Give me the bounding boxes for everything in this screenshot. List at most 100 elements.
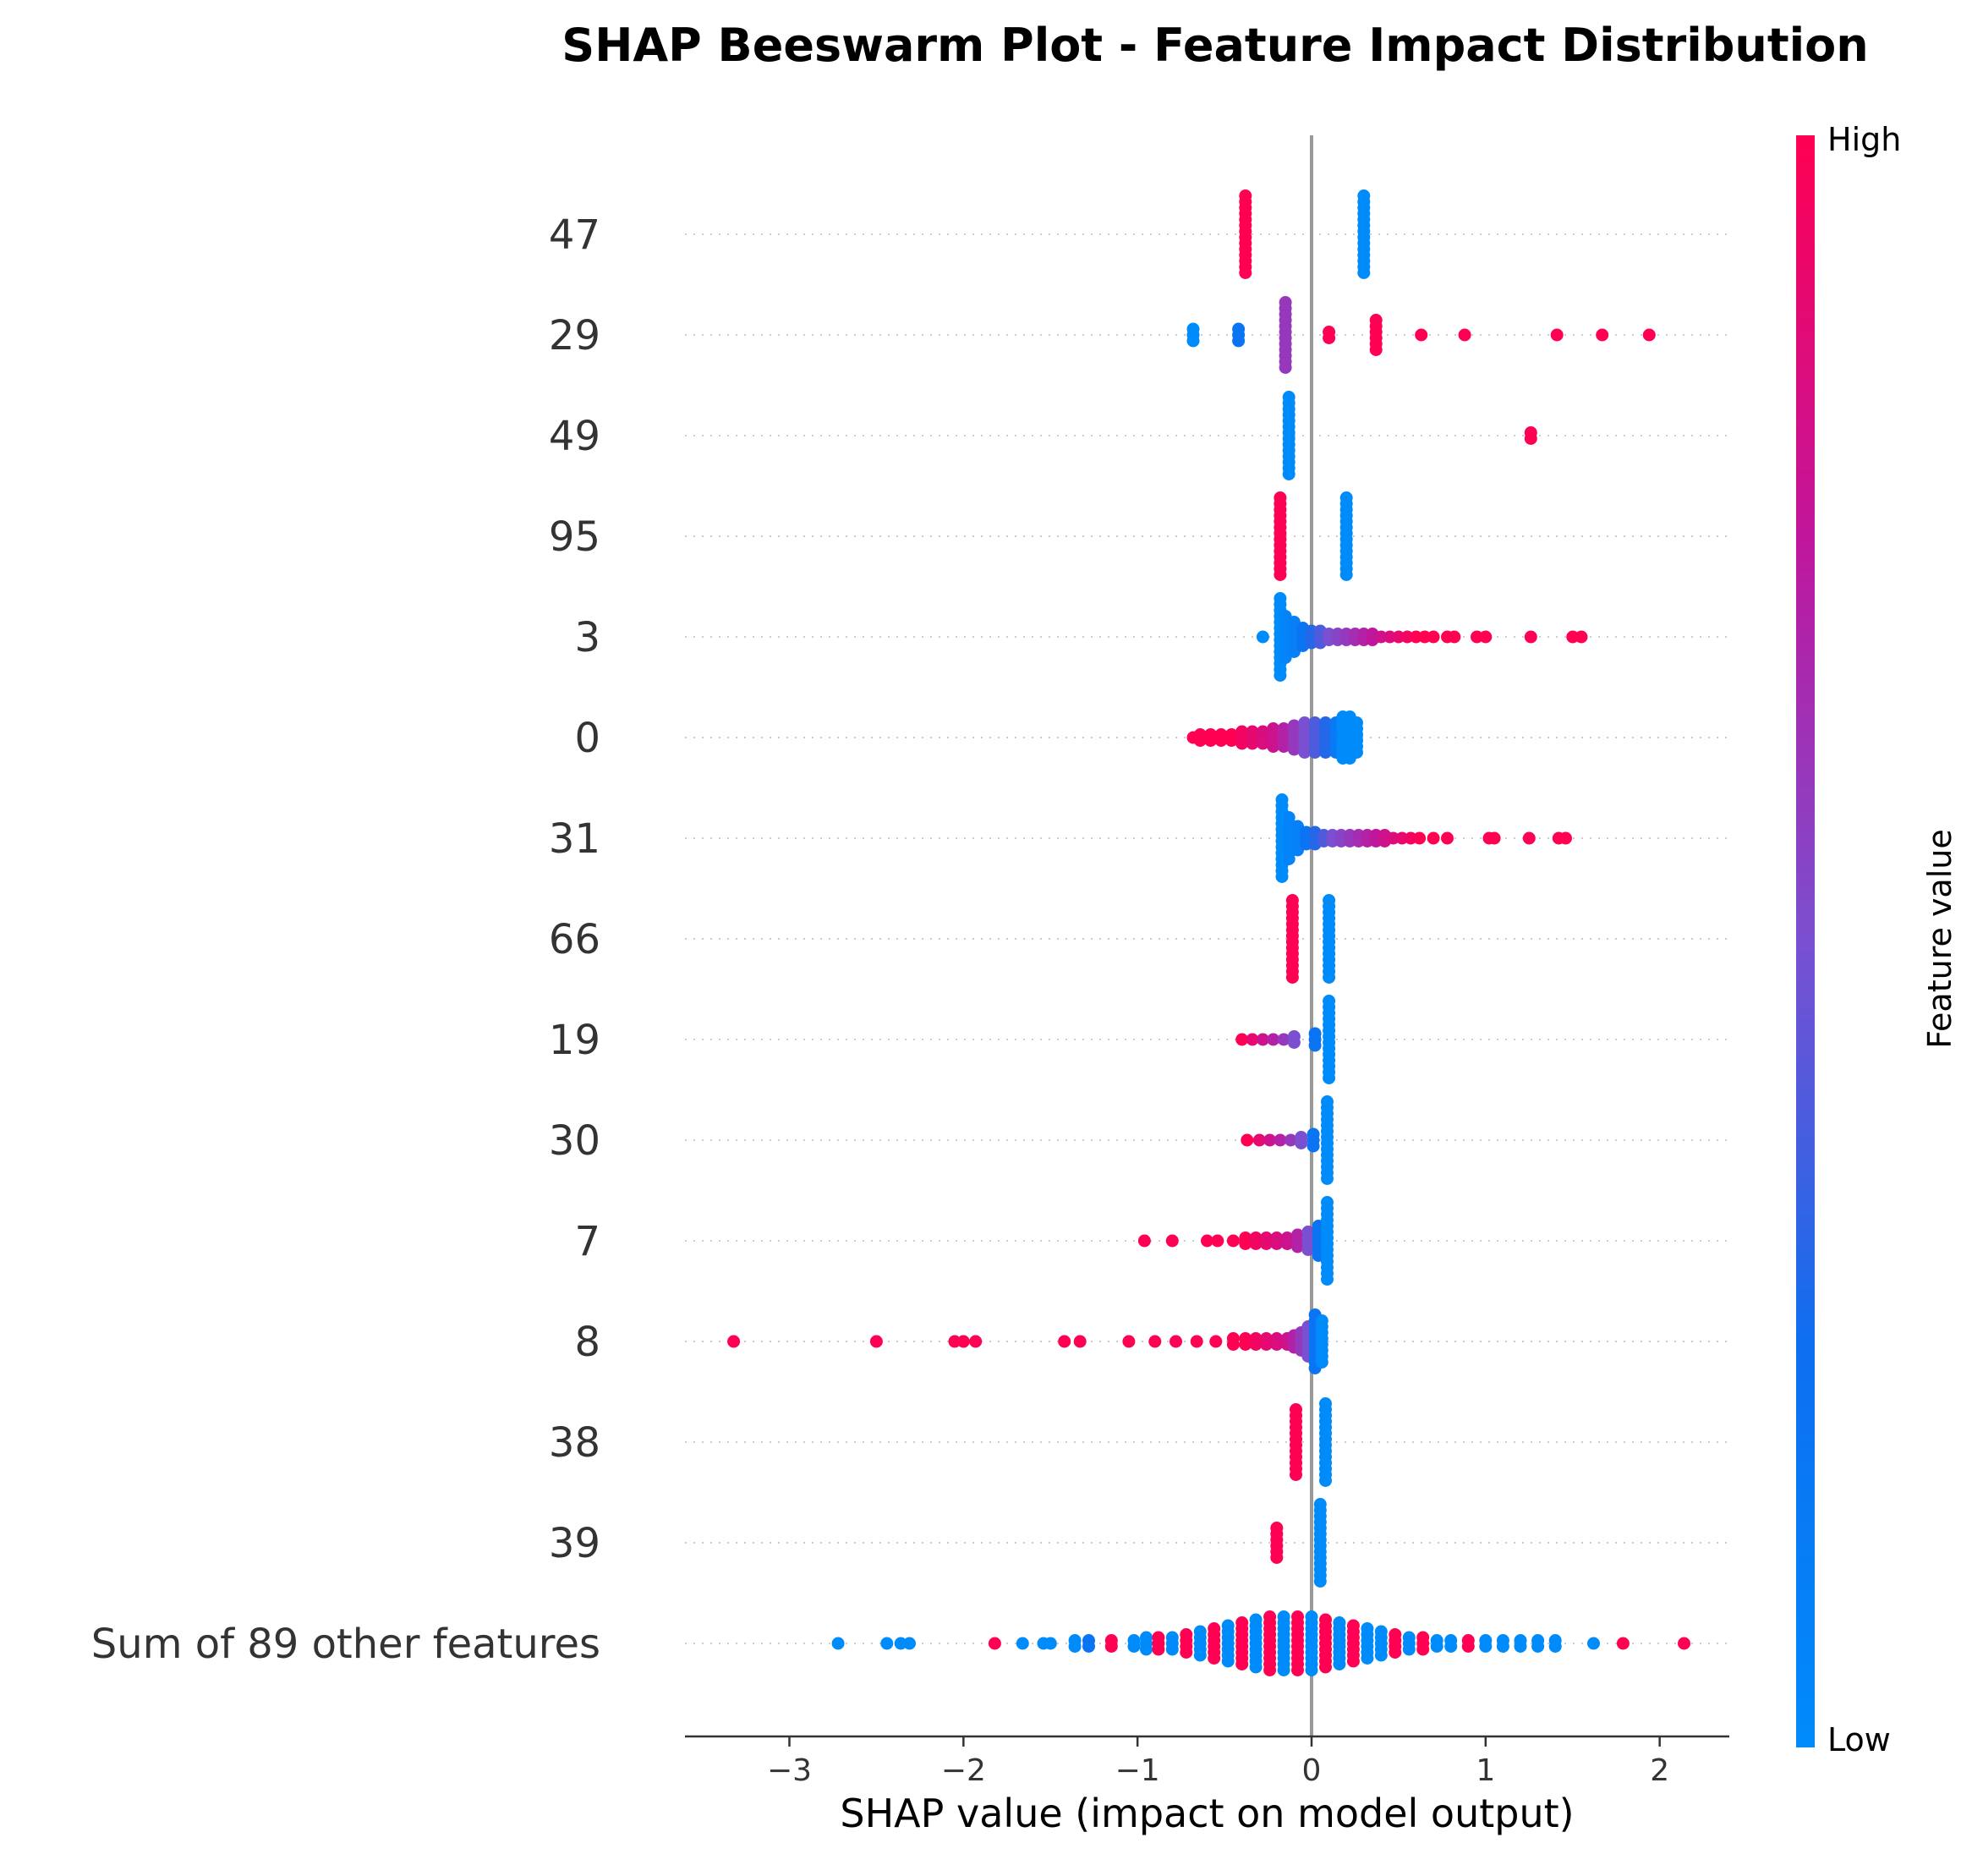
data-point — [1374, 630, 1388, 644]
data-point — [1291, 1240, 1304, 1253]
data-point — [1246, 1033, 1259, 1046]
data-point — [1186, 334, 1200, 348]
data-point — [1058, 1335, 1071, 1348]
data-point — [1246, 737, 1259, 750]
feature-label: 19 — [549, 1017, 600, 1064]
feature-label: 29 — [549, 312, 600, 359]
data-point — [1350, 746, 1363, 759]
data-point — [1140, 1643, 1153, 1656]
feature-label: 39 — [549, 1520, 600, 1567]
data-point — [1277, 740, 1290, 753]
x-tick-label: −1 — [1115, 1753, 1160, 1788]
data-point — [1357, 266, 1371, 279]
x-tick-label: 0 — [1302, 1753, 1322, 1788]
data-point — [1383, 630, 1397, 644]
feature-label: 95 — [549, 513, 600, 561]
data-point — [1267, 740, 1280, 753]
data-point — [1180, 1646, 1193, 1659]
data-point — [1575, 630, 1588, 644]
data-point — [1291, 1664, 1304, 1676]
data-point — [1415, 328, 1428, 342]
data-point — [1221, 1654, 1235, 1668]
data-point — [1321, 1172, 1334, 1185]
data-point — [1274, 568, 1287, 581]
data-point — [1471, 630, 1483, 644]
data-point — [1148, 1335, 1162, 1348]
colorbar — [1796, 135, 1815, 1747]
data-point — [1522, 831, 1536, 845]
data-point — [1082, 1640, 1095, 1653]
data-point — [1282, 468, 1295, 480]
data-point — [1044, 1637, 1057, 1650]
data-point — [1596, 328, 1609, 342]
data-point — [1274, 1133, 1287, 1147]
data-point — [1193, 1648, 1207, 1662]
x-tick-label: 2 — [1650, 1753, 1669, 1788]
data-point — [1548, 1640, 1562, 1653]
data-point — [1323, 971, 1336, 984]
data-point — [1559, 831, 1572, 845]
data-point — [1458, 328, 1471, 342]
data-point — [1346, 1654, 1360, 1668]
data-point — [1287, 743, 1301, 756]
colorbar-title: Feature value — [1921, 829, 1958, 1048]
data-point — [1389, 1646, 1402, 1659]
data-point — [1190, 1335, 1203, 1348]
data-point — [1224, 734, 1238, 747]
data-point — [1270, 1338, 1284, 1351]
data-point — [1321, 1273, 1334, 1286]
data-point — [1496, 1640, 1509, 1653]
data-point — [1170, 1335, 1182, 1348]
x-tick-label: −3 — [767, 1753, 812, 1788]
data-points — [727, 189, 1690, 1676]
feature-label: 8 — [574, 1319, 600, 1366]
data-point — [1308, 1039, 1322, 1052]
data-point — [1277, 1664, 1290, 1676]
data-point — [1208, 1652, 1221, 1665]
data-point — [1678, 1637, 1690, 1650]
data-point — [1461, 1640, 1475, 1653]
x-tick-label: −2 — [941, 1753, 986, 1788]
data-point — [1616, 1637, 1630, 1650]
data-point — [1241, 1133, 1254, 1147]
data-point — [1249, 1338, 1263, 1351]
data-point — [1323, 1072, 1336, 1084]
data-point — [1201, 1234, 1213, 1248]
data-point — [1404, 831, 1417, 845]
data-point — [1267, 1033, 1280, 1046]
feature-label: 0 — [574, 715, 600, 762]
data-point — [1285, 971, 1299, 984]
data-point — [1263, 1664, 1277, 1676]
data-point — [1418, 630, 1432, 644]
data-point — [1274, 669, 1287, 682]
feature-label: 47 — [549, 211, 600, 259]
data-point — [1193, 734, 1207, 747]
data-point — [1282, 853, 1295, 865]
colorbar-low-label: Low — [1827, 1721, 1891, 1758]
data-point — [1416, 1643, 1430, 1656]
data-point — [1270, 1237, 1284, 1250]
data-point — [1323, 332, 1336, 344]
data-point — [1374, 1648, 1388, 1662]
data-point — [869, 1335, 883, 1348]
data-point — [1441, 831, 1454, 845]
data-point — [1137, 1234, 1151, 1248]
feature-label: 30 — [549, 1117, 600, 1165]
data-point — [1305, 1664, 1318, 1676]
data-point — [1260, 1237, 1273, 1250]
data-point — [988, 1637, 1001, 1650]
data-point — [1642, 328, 1656, 342]
data-point — [1287, 1036, 1301, 1049]
data-point — [1235, 1658, 1249, 1670]
data-point — [1277, 1033, 1290, 1046]
colorbar-high-label: High — [1827, 121, 1901, 158]
feature-label: 38 — [549, 1419, 600, 1467]
data-point — [831, 1637, 845, 1650]
data-point — [1290, 1468, 1302, 1481]
data-point — [1479, 1640, 1493, 1653]
feature-label: Sum of 89 other features — [91, 1621, 600, 1668]
data-point — [1239, 1237, 1252, 1250]
x-ticks: −3 −2 −1 0 1 2 — [767, 1736, 1669, 1788]
data-point — [1479, 630, 1493, 644]
data-point — [727, 1335, 741, 1348]
